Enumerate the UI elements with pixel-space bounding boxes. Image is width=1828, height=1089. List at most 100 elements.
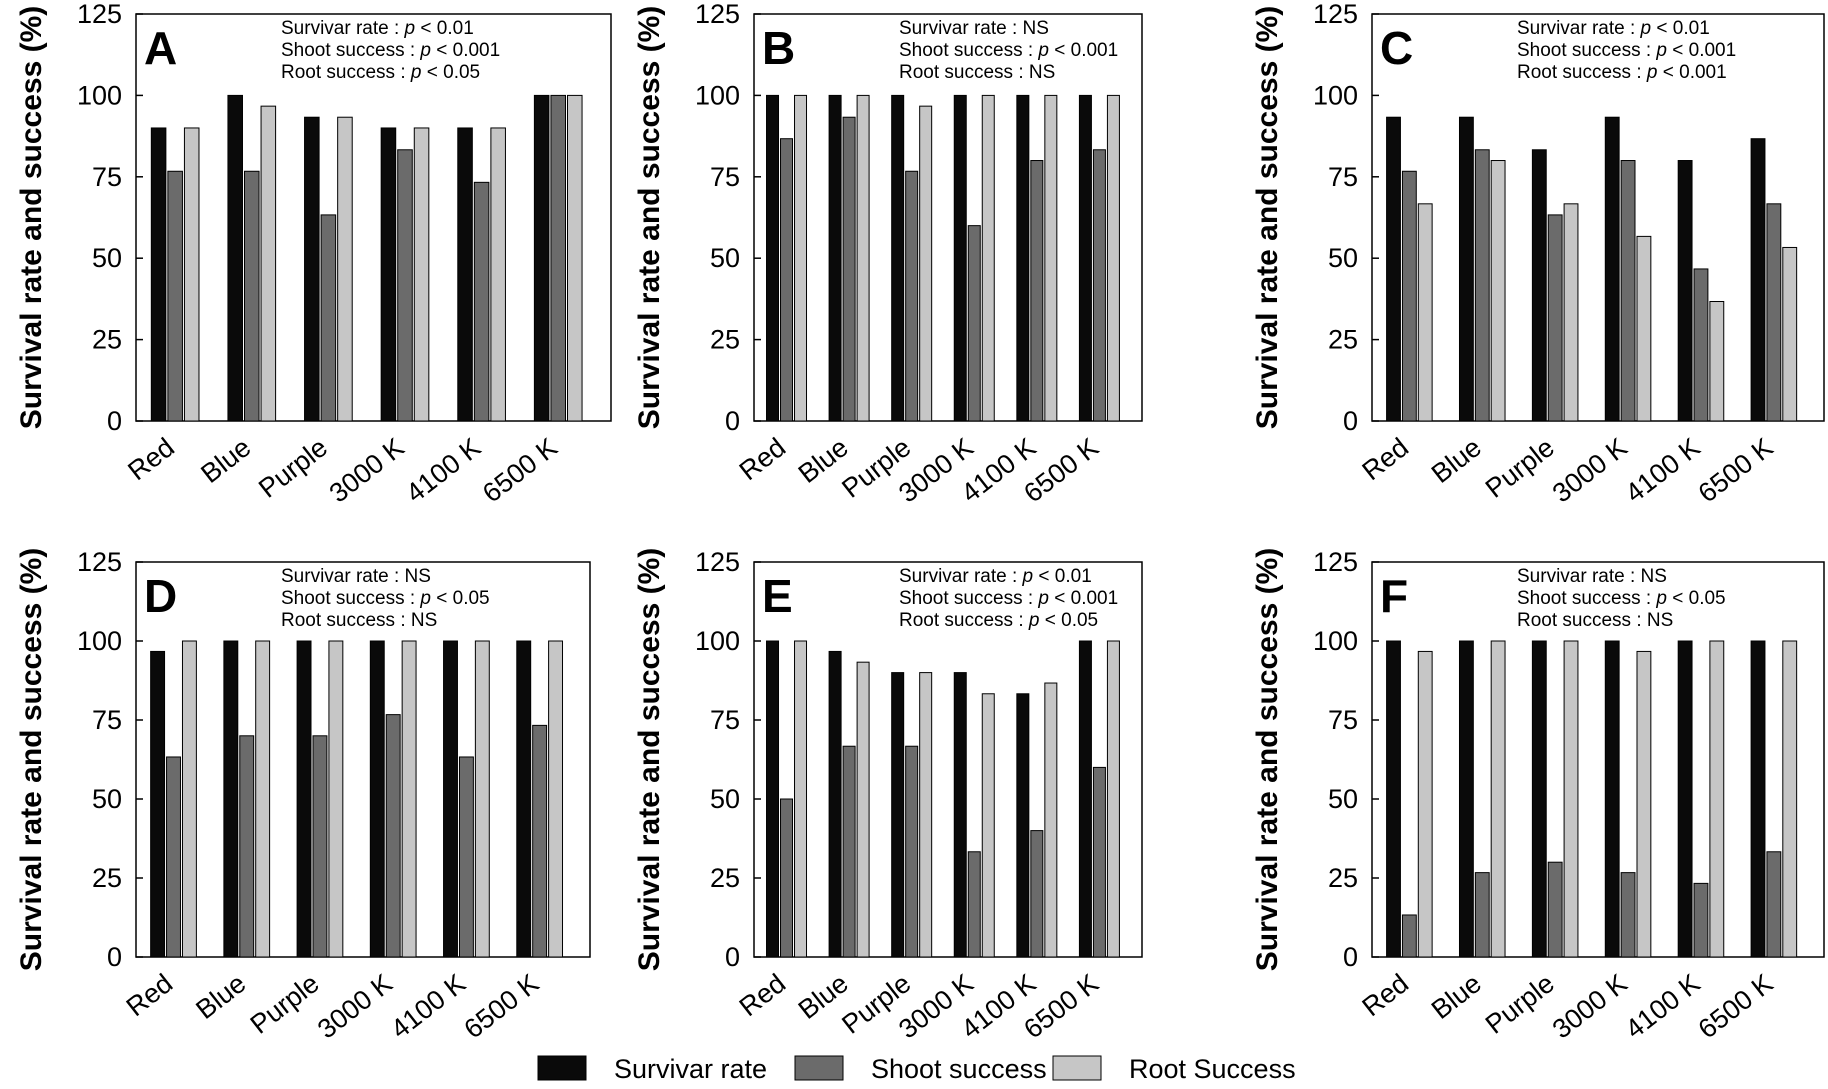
y-tick-label: 100 [695, 80, 740, 110]
legend-swatch [794, 1055, 844, 1081]
y-tick-label: 25 [710, 325, 740, 355]
stat-annotation: Root success : NS [1517, 610, 1673, 631]
plot-frame [135, 561, 591, 958]
bar-shoot-success [1030, 830, 1044, 958]
panel-b: 0 25 50 75 100 125 Survival rate and success (… [633, 0, 1143, 508]
y-tick-label: 25 [710, 863, 740, 893]
stat-annotation: Shoot success : p < 0.05 [281, 588, 490, 609]
bar-root-success [1563, 640, 1579, 958]
bar-survivar-rate [1386, 116, 1401, 422]
bar-root-success [1709, 301, 1725, 422]
bar-survivar-rate [227, 94, 243, 422]
bar-survivar-rate [457, 127, 473, 422]
bar-survivar-rate [953, 94, 967, 422]
bar-shoot-success [550, 94, 566, 422]
bar-root-success [1417, 650, 1433, 958]
y-tick-label: 25 [92, 863, 122, 893]
bar-root-success [1417, 203, 1433, 422]
bar-survivar-rate [1386, 640, 1401, 958]
bar-survivar-rate [304, 116, 320, 422]
bar-root-success [1782, 246, 1798, 422]
bar-shoot-success [1693, 882, 1709, 958]
bar-root-success [919, 105, 933, 422]
panel-c: 0 25 50 75 100 125 Survival rate and success (… [1251, 0, 1825, 508]
bar-root-success [856, 661, 870, 958]
x-category-label: Red [122, 432, 180, 486]
bar-survivar-rate [369, 640, 385, 958]
plot-frame [753, 561, 1143, 958]
bar-shoot-success [243, 170, 260, 422]
bar-shoot-success [1620, 160, 1636, 422]
y-tick-label: 0 [1343, 942, 1358, 972]
y-tick-label: 0 [725, 942, 740, 972]
legend-swatch [537, 1055, 587, 1081]
y-axis-label: Survival rate and success (%) [633, 6, 666, 430]
bar-shoot-success [1030, 160, 1044, 422]
bar-root-success [1044, 682, 1058, 958]
legend-label: Shoot success [871, 1054, 1047, 1084]
bar-shoot-success [1401, 914, 1417, 958]
x-category-label: 3000 K [1547, 968, 1633, 1044]
bar-shoot-success [780, 798, 794, 958]
bar-survivar-rate [533, 94, 550, 422]
bar-shoot-success [967, 851, 981, 958]
stat-annotation: Survivar rate : NS [1517, 566, 1667, 587]
bar-shoot-success [473, 181, 490, 422]
y-tick-label: 0 [107, 406, 122, 436]
x-category-label: 4100 K [1620, 968, 1706, 1044]
bar-root-success [181, 640, 197, 958]
x-category-label: Blue [190, 968, 251, 1025]
bar-shoot-success [1547, 214, 1563, 422]
bar-root-success [981, 94, 995, 422]
bar-survivar-rate [1458, 640, 1474, 958]
bar-root-success [260, 105, 277, 422]
bar-survivar-rate [1531, 149, 1547, 422]
stat-annotation: Root success : p < 0.05 [899, 610, 1098, 631]
y-tick-label: 100 [77, 80, 122, 110]
y-tick-label: 100 [1313, 80, 1358, 110]
bar-shoot-success [385, 714, 401, 958]
bar-shoot-success [458, 756, 474, 958]
y-tick-label: 125 [77, 0, 122, 29]
bar-root-success [1709, 640, 1725, 958]
bar-survivar-rate [766, 94, 780, 422]
bar-shoot-success [1766, 851, 1782, 958]
stat-annotation: Survivar rate : p < 0.01 [899, 566, 1092, 587]
bar-shoot-success [1766, 203, 1782, 422]
stat-annotation: Shoot success : p < 0.001 [899, 588, 1118, 609]
bar-survivar-rate [1531, 640, 1547, 958]
bar-survivar-rate [1750, 640, 1766, 958]
bar-shoot-success [1092, 766, 1106, 958]
x-category-label: Purple [245, 968, 325, 1040]
bar-shoot-success [967, 225, 981, 422]
y-tick-label: 50 [92, 243, 122, 273]
stat-annotation: Shoot success : p < 0.001 [1517, 40, 1736, 61]
bar-root-success [1636, 235, 1652, 422]
y-tick-label: 100 [77, 626, 122, 656]
y-tick-label: 125 [1313, 547, 1358, 577]
bar-root-success [328, 640, 344, 958]
y-tick-label: 125 [77, 547, 122, 577]
plot-frame [135, 13, 612, 422]
bar-shoot-success [1092, 149, 1106, 422]
stat-annotation: Root success : p < 0.05 [281, 62, 480, 83]
bar-shoot-success [1401, 170, 1417, 422]
stat-annotation: Survivar rate : NS [899, 18, 1049, 39]
stat-annotation: Survivar rate : NS [281, 566, 431, 587]
bar-survivar-rate [1078, 640, 1092, 958]
y-tick-label: 25 [1328, 325, 1358, 355]
bar-root-success [1782, 640, 1798, 958]
y-tick-label: 0 [725, 406, 740, 436]
bar-shoot-success [842, 745, 856, 958]
stat-annotation: Root success : NS [899, 62, 1055, 83]
bar-survivar-rate [1078, 94, 1092, 422]
y-tick-label: 75 [710, 162, 740, 192]
bar-survivar-rate [1604, 116, 1620, 422]
y-tick-label: 50 [1328, 243, 1358, 273]
bar-root-success [401, 640, 417, 958]
y-tick-label: 100 [695, 626, 740, 656]
bar-shoot-success [239, 735, 255, 958]
bar-survivar-rate [443, 640, 458, 958]
plot-frame [1371, 13, 1825, 422]
